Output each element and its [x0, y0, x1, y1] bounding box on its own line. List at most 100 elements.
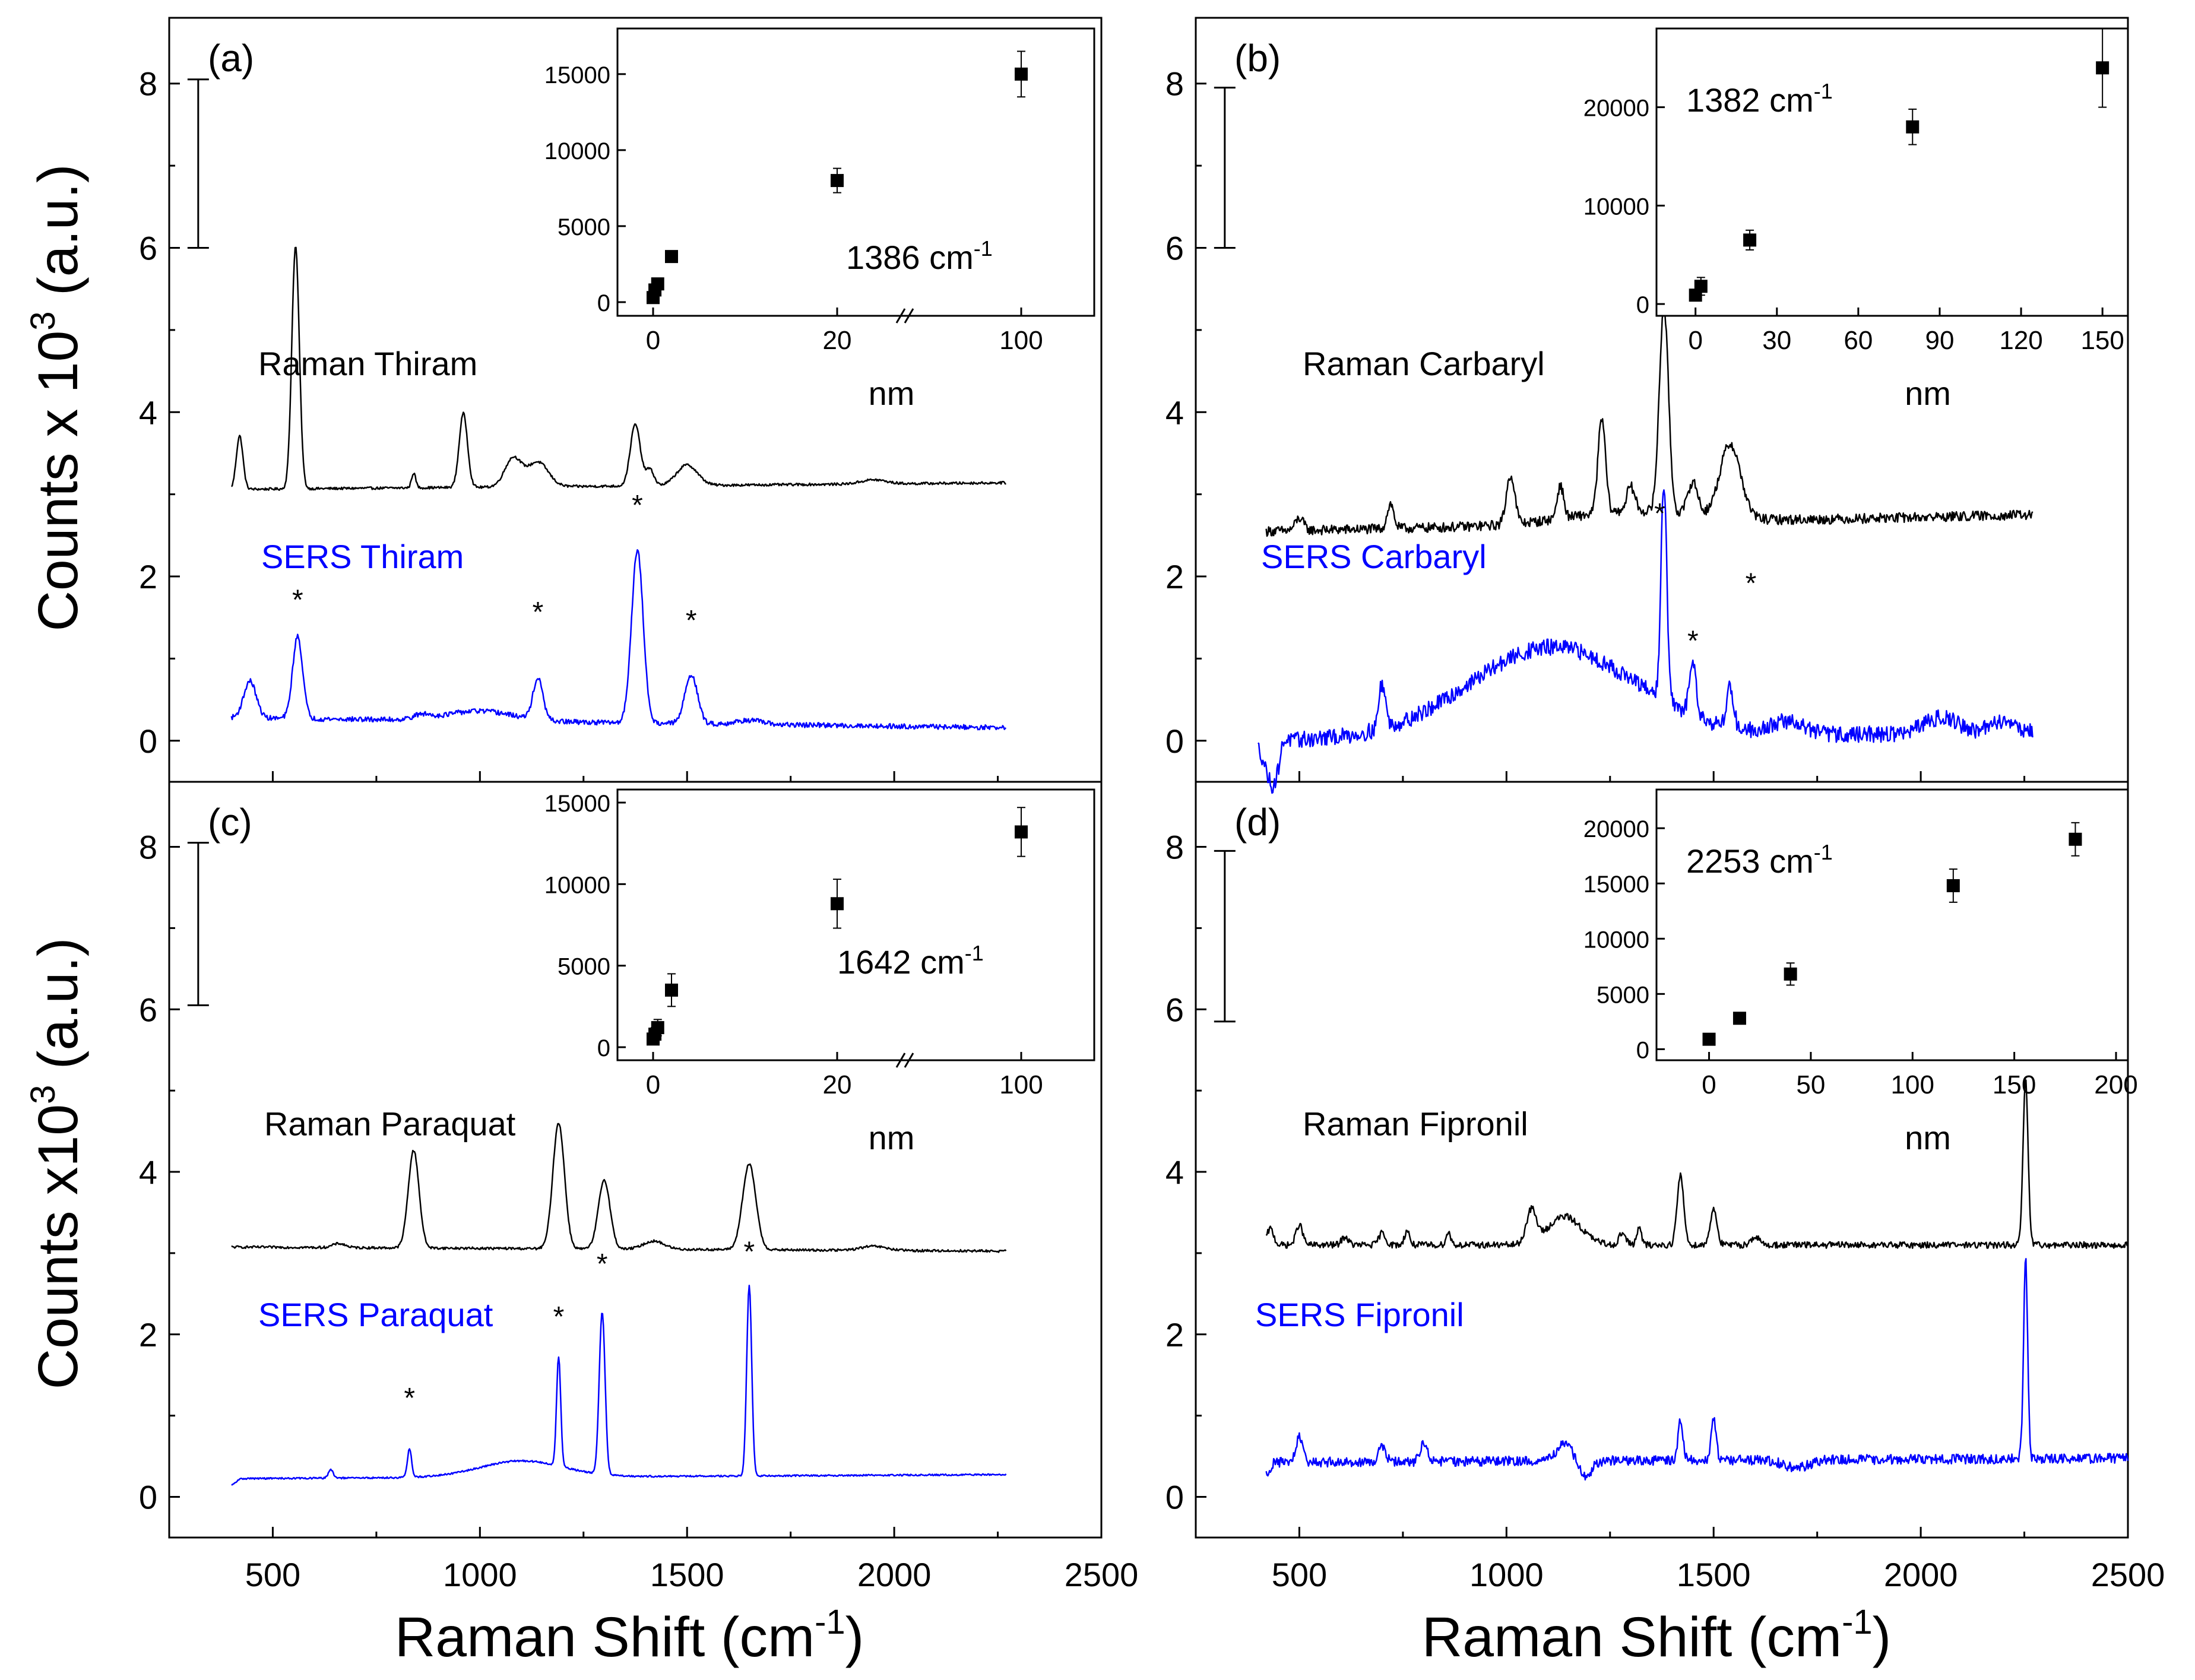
- series-label-b-sers: SERS Carbaryl: [1261, 538, 1487, 575]
- y-axis-title-top: Counts x 103 (a.u.): [24, 164, 90, 631]
- series-label-c-raman: Raman Paraquat: [264, 1105, 516, 1142]
- y-tick-label-c-2: 2: [139, 1316, 157, 1353]
- y-tick-label-c-0: 0: [139, 1479, 157, 1516]
- panel-d-frame: [1195, 781, 2129, 1539]
- inset-label-c: 1642 cm-1: [837, 941, 984, 981]
- y-tick-label-d-6: 6: [1165, 991, 1184, 1028]
- inset-point-a-3: [665, 250, 678, 264]
- x-title-right-text: Raman Shift (cm: [1422, 1606, 1842, 1669]
- inset-point-d-2: [1784, 967, 1797, 981]
- inset-x-tick-label-d-100: 100: [1891, 1070, 1934, 1099]
- y-tick-label-a-2: 2: [139, 558, 157, 595]
- inset-axis-break-1-a: [895, 308, 906, 324]
- inset-point-b-1: [1694, 280, 1708, 293]
- y-tick-label-b-6: 6: [1165, 229, 1184, 267]
- y-tick-label-b-8: 8: [1165, 65, 1184, 103]
- inset-y-tick-label-d-20000: 20000: [1583, 816, 1649, 842]
- inset-point-c-5: [1015, 825, 1028, 839]
- peak-star-a-1: *: [533, 597, 544, 628]
- panel-a: 0 2 4 6 8 (a) Raman Thiram SERS Thiram * * * * 0 20 10…: [139, 27, 1103, 782]
- peak-star-a-3: *: [686, 605, 697, 636]
- y-tick-label-c-6: 6: [139, 991, 157, 1028]
- panel-label-b: (b): [1234, 37, 1281, 80]
- y-tick-label-d-8: 8: [1165, 829, 1184, 866]
- inset-x-tick-label-b-30: 30: [1762, 326, 1791, 355]
- series-b-raman: [1265, 308, 2034, 537]
- peak-star-c-3: *: [744, 1237, 755, 1268]
- x-title-left-sup: -1: [815, 1603, 845, 1641]
- inset-x-tick-label-b-150: 150: [2080, 326, 2124, 355]
- inset-point-a-2: [651, 277, 664, 291]
- panel-label-a: (a): [208, 37, 254, 80]
- peak-star-a-0: *: [292, 584, 303, 616]
- inset-x-tick-label-a-100: 100: [999, 326, 1043, 355]
- inset-y-tick-label-a-0: 0: [597, 290, 610, 316]
- panel-label-d: (d): [1234, 801, 1281, 844]
- inset-y-tick-label-d-10000: 10000: [1583, 927, 1649, 953]
- y-title-bottom-text: Counts x10: [27, 1104, 90, 1390]
- inset-xlabel-b: nm: [1905, 375, 1951, 412]
- inset-label-d: 2253 cm-1: [1686, 840, 1833, 880]
- series-label-d-sers: SERS Fipronil: [1255, 1296, 1464, 1333]
- inset-x-tick-label-c-100: 100: [999, 1070, 1043, 1099]
- series-label-b-raman: Raman Carbaryl: [1303, 345, 1545, 382]
- inset-y-tick-label-d-0: 0: [1636, 1037, 1649, 1063]
- series-label-c-sers: SERS Paraquat: [258, 1296, 493, 1333]
- x-title-left-text: Raman Shift (cm: [395, 1606, 815, 1669]
- inset-x-tick-label-d-0: 0: [1702, 1070, 1716, 1099]
- series-a-raman: [230, 246, 1006, 491]
- series-label-d-raman: Raman Fipronil: [1303, 1105, 1528, 1142]
- series-b-sers: [1258, 489, 2034, 794]
- inset-x-tick-label-b-60: 60: [1844, 326, 1873, 355]
- inset-point-d-3: [1946, 879, 1960, 892]
- y-tick-label-a-8: 8: [139, 65, 157, 103]
- y-tick-label-b-0: 0: [1165, 722, 1184, 760]
- peak-star-b-2: *: [1746, 568, 1757, 600]
- inset-x-tick-label-b-120: 120: [1999, 326, 2042, 355]
- inset-label-b: 1382 cm-1: [1686, 79, 1833, 119]
- inset-xlabel-a: nm: [869, 375, 915, 412]
- inset-xlabel-d: nm: [1905, 1119, 1951, 1156]
- series-d-raman: [1265, 1079, 2129, 1249]
- y-title-bottom-unit: (a.u.): [27, 938, 90, 1085]
- panel-b: 0 2 4 6 8 (b) Raman Carbaryl SERS Carbaryl * * * 0 3…: [1165, 27, 2129, 794]
- inset-x-tick-label-c-20: 20: [823, 1070, 852, 1099]
- x-title-right-sup: -1: [1842, 1603, 1873, 1641]
- peak-star-c-1: *: [553, 1301, 565, 1333]
- y-tick-label-b-4: 4: [1165, 394, 1184, 431]
- inset-y-tick-label-c-0: 0: [597, 1035, 610, 1061]
- x-tick-label-c-2500: 2500: [1065, 1556, 1139, 1593]
- inset-x-tick-label-d-200: 200: [2094, 1070, 2137, 1099]
- series-label-a-sers: SERS Thiram: [261, 538, 464, 575]
- peak-star-a-2: *: [632, 490, 643, 521]
- inset-x-tick-label-c-0: 0: [646, 1070, 660, 1099]
- y-title-bottom-sup: 3: [24, 1085, 62, 1104]
- inset-y-tick-label-a-15000: 15000: [544, 62, 610, 88]
- series-c-sers: [231, 1285, 1007, 1486]
- inset-x-tick-label-a-20: 20: [823, 326, 852, 355]
- peak-star-b-1: *: [1687, 626, 1699, 657]
- inset-point-a-4: [831, 174, 844, 188]
- y-title-top-text: Counts x 10: [27, 331, 90, 632]
- inset-y-tick-label-a-10000: 10000: [544, 138, 610, 164]
- y-tick-label-b-2: 2: [1165, 558, 1184, 595]
- x-tick-label-d-500: 500: [1272, 1556, 1327, 1593]
- y-tick-label-a-6: 6: [139, 229, 157, 267]
- inset-x-tick-label-d-150: 150: [1993, 1070, 2036, 1099]
- x-axis-title-right: Raman Shift (cm-1): [1422, 1603, 1892, 1669]
- inset-point-a-5: [1015, 67, 1028, 81]
- y-axis-title-bottom: Counts x103 (a.u.): [24, 938, 90, 1390]
- inset-point-c-2: [651, 1021, 664, 1035]
- inset-x-tick-label-b-90: 90: [1925, 326, 1954, 355]
- y-tick-label-a-0: 0: [139, 722, 157, 760]
- series-label-a-raman: Raman Thiram: [258, 345, 477, 382]
- inset-y-tick-label-c-10000: 10000: [544, 872, 610, 898]
- y-tick-label-d-0: 0: [1165, 1479, 1184, 1516]
- x-tick-label-c-500: 500: [245, 1556, 300, 1593]
- x-tick-label-c-1500: 1500: [650, 1556, 724, 1593]
- inset-y-tick-label-d-5000: 5000: [1597, 982, 1649, 1008]
- peak-star-c-2: *: [597, 1248, 608, 1280]
